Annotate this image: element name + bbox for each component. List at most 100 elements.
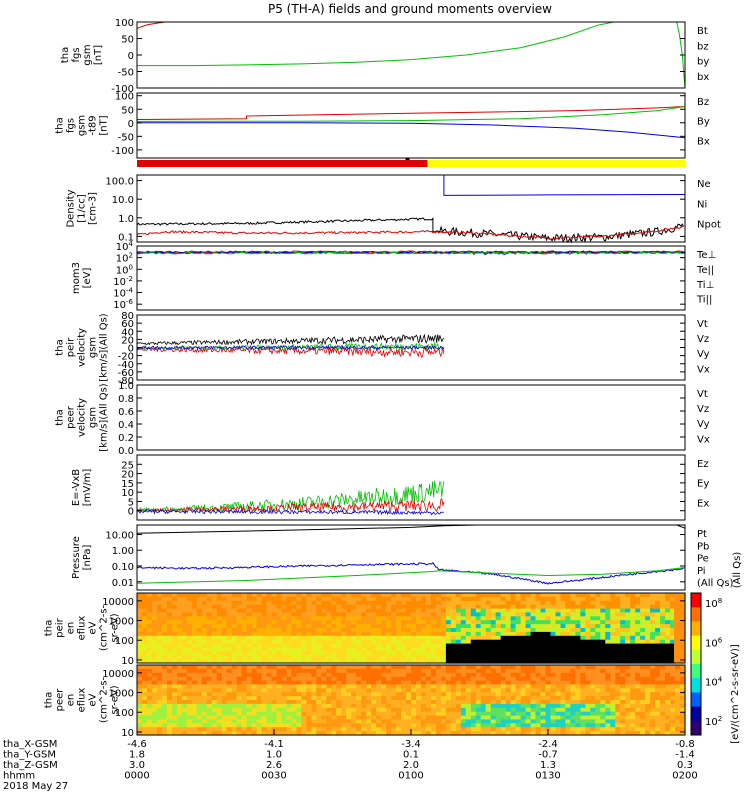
y-axis-label: tha fgs gsm [nT] — [60, 44, 104, 65]
heatmap-cell — [535, 715, 542, 721]
heatmap-cell — [605, 711, 611, 717]
heatmap-cell — [291, 635, 297, 641]
heatmap-cell — [311, 620, 317, 625]
heatmap-cell — [281, 700, 288, 705]
heatmap-cell — [211, 643, 218, 649]
heatmap-cell — [266, 707, 273, 713]
heatmap-cell — [251, 723, 258, 728]
heatmap-cell — [485, 692, 492, 697]
heatmap-cell — [445, 680, 452, 686]
heatmap-cell — [620, 711, 626, 717]
heatmap-cell — [425, 668, 432, 674]
heatmap-cell — [660, 719, 666, 724]
heatmap-cell — [316, 672, 322, 678]
heatmap-cell — [401, 624, 407, 629]
heatmap-cell — [680, 707, 686, 713]
heatmap-cell — [535, 608, 542, 614]
heatmap-cell — [595, 672, 601, 678]
heatmap-cell — [281, 608, 288, 614]
heatmap-cell — [376, 731, 382, 736]
y-tick-label: 100 — [115, 92, 134, 103]
heatmap-cell — [266, 659, 273, 664]
heatmap-cell — [271, 680, 278, 686]
heatmap-cell — [156, 647, 163, 652]
legend-Ni: Ni — [697, 199, 707, 210]
heatmap-cell — [401, 616, 407, 621]
heatmap-cell — [281, 684, 288, 689]
heatmap-cell — [142, 612, 148, 617]
y-tick-label: -80 — [118, 376, 134, 387]
heatmap-cell — [545, 707, 552, 713]
heatmap-cell — [351, 676, 357, 682]
heatmap-cell — [286, 659, 293, 664]
heatmap-cell — [261, 715, 268, 721]
heatmap-cell — [575, 643, 581, 649]
heatmap-cell — [351, 651, 357, 656]
heatmap-cell — [615, 628, 621, 633]
heatmap-cell — [550, 635, 557, 641]
heatmap-cell — [271, 651, 278, 656]
y-tick-label: 1.0 — [118, 214, 134, 225]
heatmap-cell — [585, 688, 591, 693]
heatmap-cell — [660, 711, 666, 717]
heatmap-cell — [137, 628, 143, 633]
heatmap-cell — [331, 707, 337, 713]
heatmap-cell — [391, 643, 397, 649]
heatmap-cell — [276, 680, 283, 686]
heatmap-cell — [575, 680, 581, 686]
heatmap-cell — [580, 620, 586, 625]
heatmap-cell — [560, 659, 567, 664]
heatmap-cell — [550, 668, 557, 674]
heatmap-cell — [326, 668, 332, 674]
heatmap-cell — [366, 593, 372, 598]
heatmap-cell — [266, 631, 273, 637]
heatmap-cell — [331, 647, 337, 652]
heatmap-cell — [610, 707, 616, 713]
heatmap-cell — [221, 608, 228, 614]
heatmap-cell — [361, 647, 367, 652]
heatmap-cell — [655, 672, 661, 678]
heatmap-cell — [301, 647, 307, 652]
heatmap-cell — [226, 696, 233, 701]
heatmap-cell — [515, 692, 522, 697]
heatmap-cell — [416, 700, 422, 705]
heatmap-cell — [595, 608, 601, 614]
heatmap-cell — [565, 596, 571, 602]
heatmap-cell — [246, 596, 253, 602]
heatmap-cell — [331, 643, 337, 649]
heatmap-cell — [540, 719, 547, 724]
heatmap-cell — [445, 639, 452, 645]
heatmap-cell — [311, 651, 317, 656]
heatmap-cell — [510, 608, 517, 614]
heatmap-cell — [186, 688, 193, 693]
heatmap-cell — [421, 612, 427, 617]
heatmap-cell — [550, 719, 557, 724]
heatmap-cell — [251, 707, 258, 713]
heatmap-cell — [610, 684, 616, 689]
heatmap-cell — [311, 659, 317, 664]
heatmap-cell — [421, 672, 427, 678]
heatmap-cell — [450, 639, 457, 645]
heatmap-cell — [495, 604, 502, 610]
heatmap-cell — [421, 665, 427, 670]
x-tick-label: -4.6 — [127, 739, 147, 750]
heatmap-cell — [361, 688, 367, 693]
heatmap-cell — [351, 659, 357, 664]
heatmap-cell — [635, 651, 641, 656]
heatmap-cell — [336, 616, 342, 621]
heatmap-cell — [406, 672, 412, 678]
heatmap-cell — [156, 707, 163, 713]
heatmap-cell — [425, 723, 432, 728]
heatmap-cell — [406, 631, 412, 637]
heatmap-cell — [326, 703, 332, 709]
heatmap-cell — [271, 715, 278, 721]
heatmap-cell — [311, 703, 317, 709]
heatmap-cell — [156, 651, 163, 656]
heatmap-cell — [570, 604, 576, 610]
heatmap-cell — [590, 703, 596, 709]
heatmap-cell — [540, 703, 547, 709]
heatmap-cell — [605, 672, 611, 678]
y-tick-label: -50 — [118, 132, 134, 143]
heatmap-cell — [221, 593, 228, 598]
